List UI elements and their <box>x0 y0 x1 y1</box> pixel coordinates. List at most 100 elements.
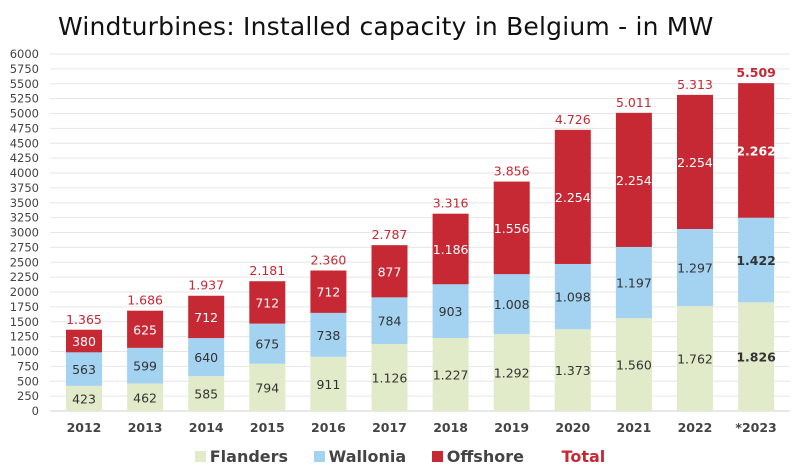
x-tick-label: 2018 <box>433 420 468 435</box>
bar-segment-wallonia <box>432 284 469 338</box>
bar-segment-flanders <box>615 318 652 411</box>
data-label-offshore: 625 <box>133 322 157 337</box>
data-label-flanders: 1.826 <box>736 350 776 365</box>
total-label: 4.726 <box>555 112 591 127</box>
y-tick-label: 3000 <box>10 226 39 240</box>
data-label-wallonia: 784 <box>378 314 402 329</box>
y-tick-label: 250 <box>17 389 39 403</box>
bar-segment-offshore <box>310 270 347 313</box>
data-label-wallonia: 1.008 <box>494 297 530 312</box>
y-tick-label: 3250 <box>10 211 39 225</box>
y-tick-label: 0 <box>32 404 39 418</box>
bar-segment-flanders <box>127 383 164 411</box>
chart-title: Windturbines: Installed capacity in Belg… <box>58 12 714 41</box>
data-label-wallonia: 640 <box>194 350 218 365</box>
data-label-flanders: 1.126 <box>372 371 408 386</box>
data-label-offshore: 712 <box>255 295 279 310</box>
data-label-wallonia: 1.197 <box>616 276 652 291</box>
y-tick-label: 5000 <box>10 107 39 121</box>
bar-segment-offshore <box>493 181 530 275</box>
y-tick-label: 1000 <box>10 345 39 359</box>
bar-segment-flanders <box>493 334 530 411</box>
x-tick-label: 2016 <box>311 420 346 435</box>
data-label-offshore: 380 <box>72 334 96 349</box>
data-label-flanders: 1.227 <box>433 367 469 382</box>
y-tick-label: 500 <box>17 374 39 388</box>
bar-segment-offshore <box>249 281 286 324</box>
total-label: 5.313 <box>677 77 713 92</box>
data-label-wallonia: 563 <box>72 362 96 377</box>
legend-swatch-offshore <box>431 451 443 462</box>
total-label: 1.686 <box>127 293 163 308</box>
bar-segment-flanders <box>677 306 713 411</box>
legend-label-offshore: Offshore <box>446 447 524 466</box>
y-tick-label: 5250 <box>10 92 39 106</box>
legend: Flanders Wallonia Offshore Total <box>0 447 800 466</box>
bar-segment-offshore <box>371 245 408 298</box>
y-tick-label: 1750 <box>10 300 39 314</box>
y-tick-label: 1250 <box>10 330 39 344</box>
bar-segment-flanders <box>371 344 408 411</box>
bar-segment-wallonia <box>249 323 286 364</box>
data-label-offshore: 712 <box>194 310 218 325</box>
bar-segment-flanders <box>249 363 286 411</box>
total-label: 2.360 <box>311 253 347 268</box>
data-label-flanders: 1.292 <box>494 366 530 381</box>
x-tick-label: *2023 <box>735 420 776 435</box>
x-tick-label: 2017 <box>372 420 407 435</box>
data-label-offshore: 1.556 <box>494 221 530 236</box>
y-tick-label: 5750 <box>10 62 39 76</box>
data-label-flanders: 1.373 <box>555 363 591 378</box>
bar-segment-wallonia <box>66 352 102 386</box>
data-label-flanders: 585 <box>194 387 218 402</box>
x-tick-label: 2014 <box>189 420 224 435</box>
legend-label-wallonia: Wallonia <box>328 447 407 466</box>
data-label-offshore: 1.186 <box>433 242 469 257</box>
legend-item-total: Total <box>561 447 606 466</box>
bar-segment-wallonia <box>677 228 713 307</box>
bar-segment-wallonia <box>615 246 652 319</box>
total-label: 5.011 <box>616 95 652 110</box>
total-label: 2.787 <box>372 227 408 242</box>
bar-segment-flanders <box>310 356 347 411</box>
y-tick-label: 2000 <box>10 285 39 299</box>
bar-segment-flanders <box>188 376 225 411</box>
y-tick-label: 3750 <box>10 181 39 195</box>
y-tick-label: 4500 <box>10 136 39 150</box>
data-label-flanders: 794 <box>255 380 279 395</box>
bar-segment-offshore <box>188 295 225 339</box>
data-label-wallonia: 738 <box>316 328 340 343</box>
bar-segment-offshore <box>738 83 775 218</box>
data-label-wallonia: 1.422 <box>736 253 776 268</box>
x-tick-label: 2015 <box>250 420 285 435</box>
bar-segment-offshore <box>554 129 591 264</box>
total-label: 5.509 <box>736 65 776 80</box>
data-label-wallonia: 599 <box>133 359 157 374</box>
y-tick-label: 3500 <box>10 196 39 210</box>
bar-segment-offshore <box>66 329 102 353</box>
legend-item-flanders: Flanders <box>194 447 288 466</box>
bar-segment-flanders <box>432 337 469 411</box>
legend-swatch-flanders <box>194 451 206 462</box>
total-label: 3.856 <box>494 164 530 179</box>
y-tick-label: 2500 <box>10 255 39 269</box>
data-label-flanders: 1.762 <box>677 352 713 367</box>
total-label: 3.316 <box>433 196 469 211</box>
data-label-offshore: 2.262 <box>736 143 776 158</box>
y-tick-label: 4250 <box>10 151 39 165</box>
y-tick-label: 750 <box>17 359 39 373</box>
y-tick-label: 1500 <box>10 315 39 329</box>
data-label-wallonia: 1.297 <box>677 261 713 276</box>
bar-segment-offshore <box>615 112 652 247</box>
data-label-wallonia: 1.098 <box>555 290 591 305</box>
y-tick-label: 5500 <box>10 77 39 91</box>
y-tick-label: 2250 <box>10 270 39 284</box>
data-label-offshore: 712 <box>316 285 340 300</box>
data-label-flanders: 1.560 <box>616 358 652 373</box>
bar-segment-flanders <box>738 302 775 411</box>
x-tick-label: 2012 <box>67 420 102 435</box>
legend-item-wallonia: Wallonia <box>313 447 407 466</box>
data-label-offshore: 2.254 <box>616 173 652 188</box>
x-tick-label: 2021 <box>617 420 652 435</box>
